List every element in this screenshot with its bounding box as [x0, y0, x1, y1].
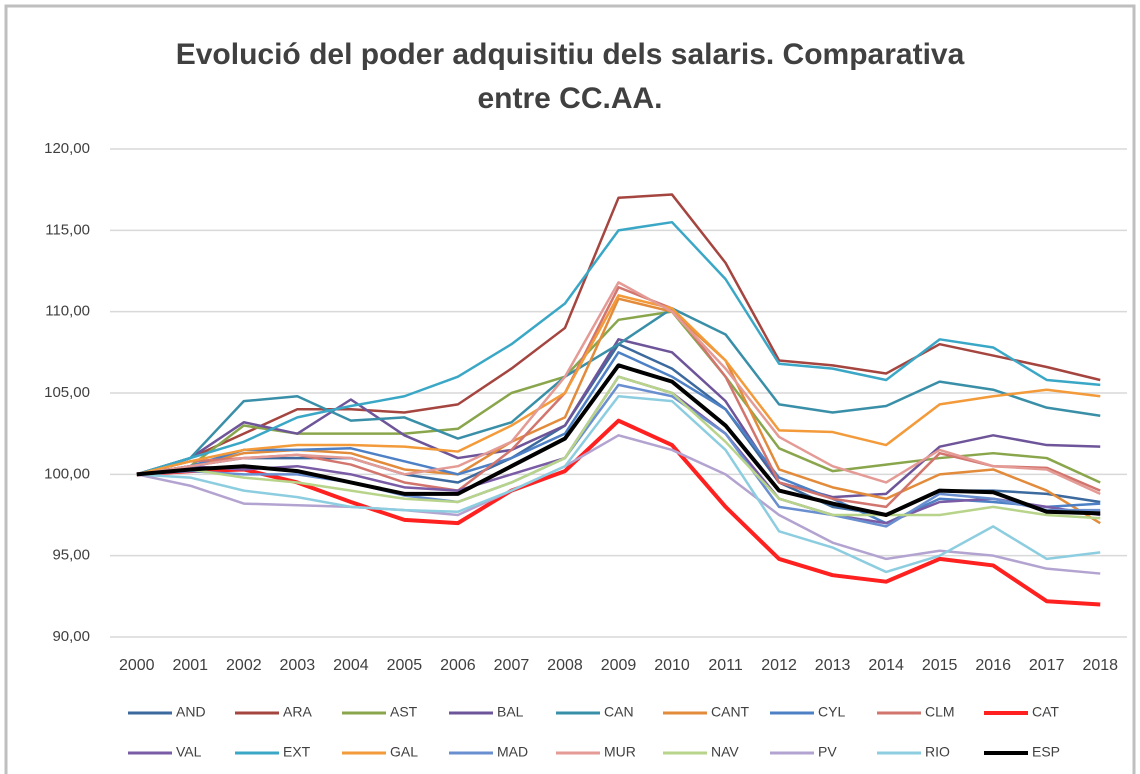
series-line — [136, 307, 1101, 476]
chart-frame — [4, 4, 1136, 774]
x-tick-label: 2016 — [975, 657, 1011, 674]
y-tick-label: 115,00 — [45, 221, 90, 238]
legend-label: VAL — [176, 744, 202, 760]
x-tick-label: 2000 — [119, 657, 155, 674]
x-tick-label: 2003 — [280, 657, 316, 674]
legend-label: ESP — [1032, 744, 1060, 760]
y-tick-label: 90,00 — [52, 628, 90, 645]
legend-label: NAV — [711, 744, 739, 760]
legend-label: MUR — [604, 744, 636, 760]
x-tick-label: 2015 — [922, 657, 958, 674]
x-tick-label: 2012 — [761, 657, 797, 674]
legend-label: CAT — [1032, 704, 1059, 720]
series-line — [136, 338, 1101, 499]
y-tick-label: 120,00 — [44, 140, 90, 157]
legend-label: CYL — [818, 704, 845, 720]
legend-label: CAN — [604, 704, 634, 720]
x-tick-label: 2010 — [654, 657, 690, 674]
x-tick-label: 2017 — [1029, 657, 1065, 674]
series-line — [136, 281, 1101, 495]
series-line — [136, 383, 1101, 528]
x-tick-label: 2007 — [494, 657, 530, 674]
x-tick-label: 2004 — [333, 657, 369, 674]
series-line — [136, 375, 1101, 520]
series-line — [136, 220, 1101, 476]
legend-label: GAL — [390, 744, 418, 760]
legend-label: BAL — [497, 704, 524, 720]
series-line — [136, 363, 1101, 517]
legend-label: PV — [818, 744, 837, 760]
x-tick-label: 2009 — [601, 657, 637, 674]
x-tick-label: 2014 — [868, 657, 904, 674]
legend-label: AST — [390, 704, 418, 720]
legend-label: AND — [176, 704, 206, 720]
x-tick-label: 2001 — [172, 657, 208, 674]
y-tick-label: 110,00 — [45, 303, 90, 320]
legend-label: MAD — [497, 744, 528, 760]
series-line — [136, 351, 1101, 525]
x-tick-label: 2011 — [708, 657, 743, 674]
y-tick-label: 95,00 — [52, 547, 90, 564]
chart-title: entre CC.AA. — [477, 82, 662, 115]
legend-label: CLM — [925, 704, 955, 720]
x-tick-label: 2005 — [387, 657, 423, 674]
legend-label: EXT — [283, 744, 311, 760]
series-line — [136, 193, 1101, 476]
legend-label: CANT — [711, 704, 750, 720]
x-tick-label: 2002 — [226, 657, 262, 674]
series-line — [136, 395, 1101, 574]
x-tick-label: 2013 — [815, 657, 851, 674]
y-tick-label: 105,00 — [44, 384, 90, 401]
x-tick-label: 2018 — [1082, 657, 1118, 674]
x-tick-label: 2006 — [440, 657, 476, 674]
y-tick-label: 100,00 — [44, 465, 90, 482]
x-tick-label: 2008 — [547, 657, 583, 674]
legend-label: RIO — [925, 744, 950, 760]
chart-title: Evolució del poder adquisitiu dels salar… — [176, 38, 965, 71]
legend-label: ARA — [283, 704, 312, 720]
series-line — [136, 294, 1101, 476]
series-line — [136, 434, 1101, 575]
